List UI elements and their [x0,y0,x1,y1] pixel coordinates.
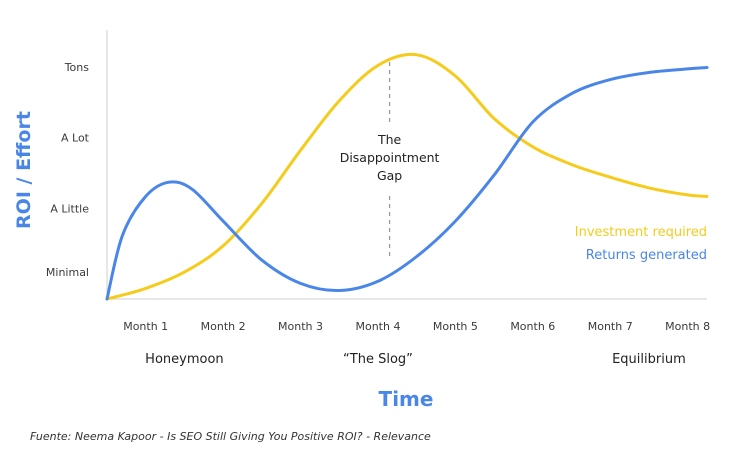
phase-label: “The Slog” [343,352,413,367]
x-tick-label: Month 2 [201,320,246,333]
x-tick-label: Month 7 [588,320,633,333]
x-tick-label: Month 8 [665,320,710,333]
x-tick-label: Month 5 [433,320,478,333]
gap-label-line: The [377,132,402,147]
x-tick-label: Month 3 [278,320,323,333]
series-line-investment-required [105,52,709,301]
y-tick-label: A Little [50,202,89,215]
series-line-returns-generated [105,66,709,301]
x-tick-label: Month 6 [510,320,555,333]
y-tick-label: Tons [64,61,90,74]
y-tick-label: A Lot [61,132,90,145]
x-tick-label: Month 4 [355,320,400,333]
legend-entry: Investment required [575,225,707,240]
series-lines: Investment required Returns generated [105,52,709,301]
gap-label-line: Gap [377,168,402,183]
y-axis-title: ROI / Effort [13,111,35,229]
phase-label: Honeymoon [145,352,223,367]
annotations: The Disappointment Gap [340,62,440,257]
x-tick-label: Month 1 [123,320,168,333]
tick-labels: Minimal A Little A Lot Tons Month 1 Month 2 Mo… [46,61,710,367]
gap-label-line: Disappointment [340,150,440,165]
source-note: Fuente: Neema Kapoor - Is SEO Still Givi… [30,430,431,443]
y-tick-label: Minimal [46,266,89,279]
phase-label: Equilibrium [612,352,686,367]
x-axis-title: Time [379,387,434,411]
legend-entry: Returns generated [586,248,707,263]
axes [106,30,707,300]
